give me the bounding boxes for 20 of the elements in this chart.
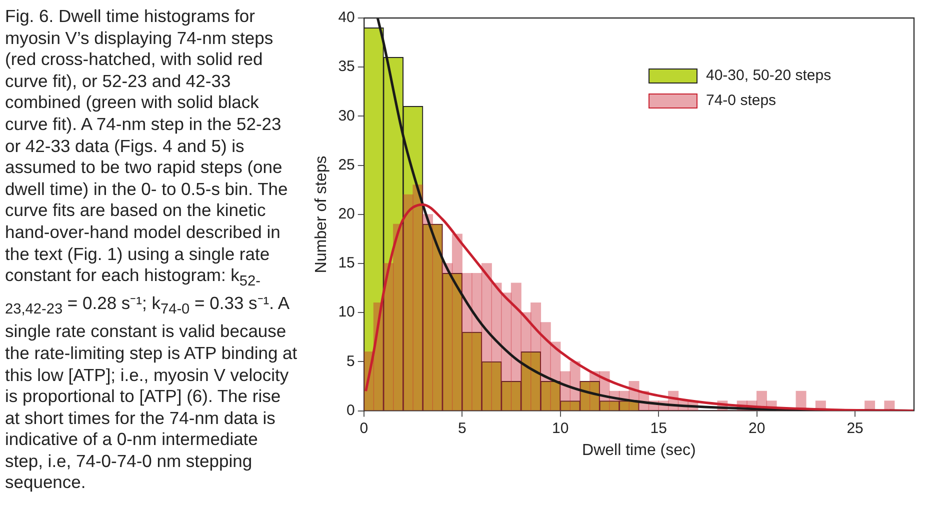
x-axis-title: Dwell time (sec) <box>582 442 696 459</box>
x-tick-label: 15 <box>650 420 667 437</box>
y-axis-title: Number of steps <box>313 156 330 274</box>
y-tick-label: 5 <box>346 352 355 370</box>
y-tick-label: 35 <box>338 58 355 76</box>
y-tick-label: 20 <box>338 206 355 223</box>
legend-label: 40-30, 50-20 steps <box>706 67 832 84</box>
y-tick-label: 30 <box>338 107 355 124</box>
y-tick-label: 15 <box>338 254 355 272</box>
x-tick-label: 5 <box>458 420 466 437</box>
y-tick-label: 10 <box>338 304 355 321</box>
x-tick-label: 0 <box>360 420 368 437</box>
x-tick-label: 20 <box>748 420 766 437</box>
x-tick-label: 25 <box>846 420 864 437</box>
y-tick-label: 40 <box>338 9 355 26</box>
text: Fig. 6. Dwell time histograms for myosin V’s displaying 74-nm steps (red cross-hatched, with solid red curve fit), or 52-23 and 42-33 combined (green with solid black curve fit). A 74-nm step in the 52-23 or 42-33 data (Figs. 4 and 5) is assumed to be two rapid steps (one dwell time) in the 0- to 0.5-s bin. The curve fits are based on the kinetic hand-over-hand model described in the text (Fig. 1) using a single rate constant for each histogram: k$_{52-}$$_{23,42-23}$ = 0.28 s⁻¹; k$_{74-0}$ = 0.33 s⁻¹. A single rate constant is valid because the rate-limiting step is ATP binding at this low [ATP]; i.e., myosin V velocity is proportional to [ATP] (6). The rise at short times for the 74-nm data is indicative of a 0-nm intermediate step, i.e, 74-0-74-0 nm stepping sequence. <box>5 6 298 492</box>
y-tick-label: 0 <box>346 402 355 419</box>
legend-label: 74-0 steps <box>706 92 776 110</box>
y-tick-label: 25 <box>338 156 355 174</box>
x-tick-label: 10 <box>552 420 569 437</box>
